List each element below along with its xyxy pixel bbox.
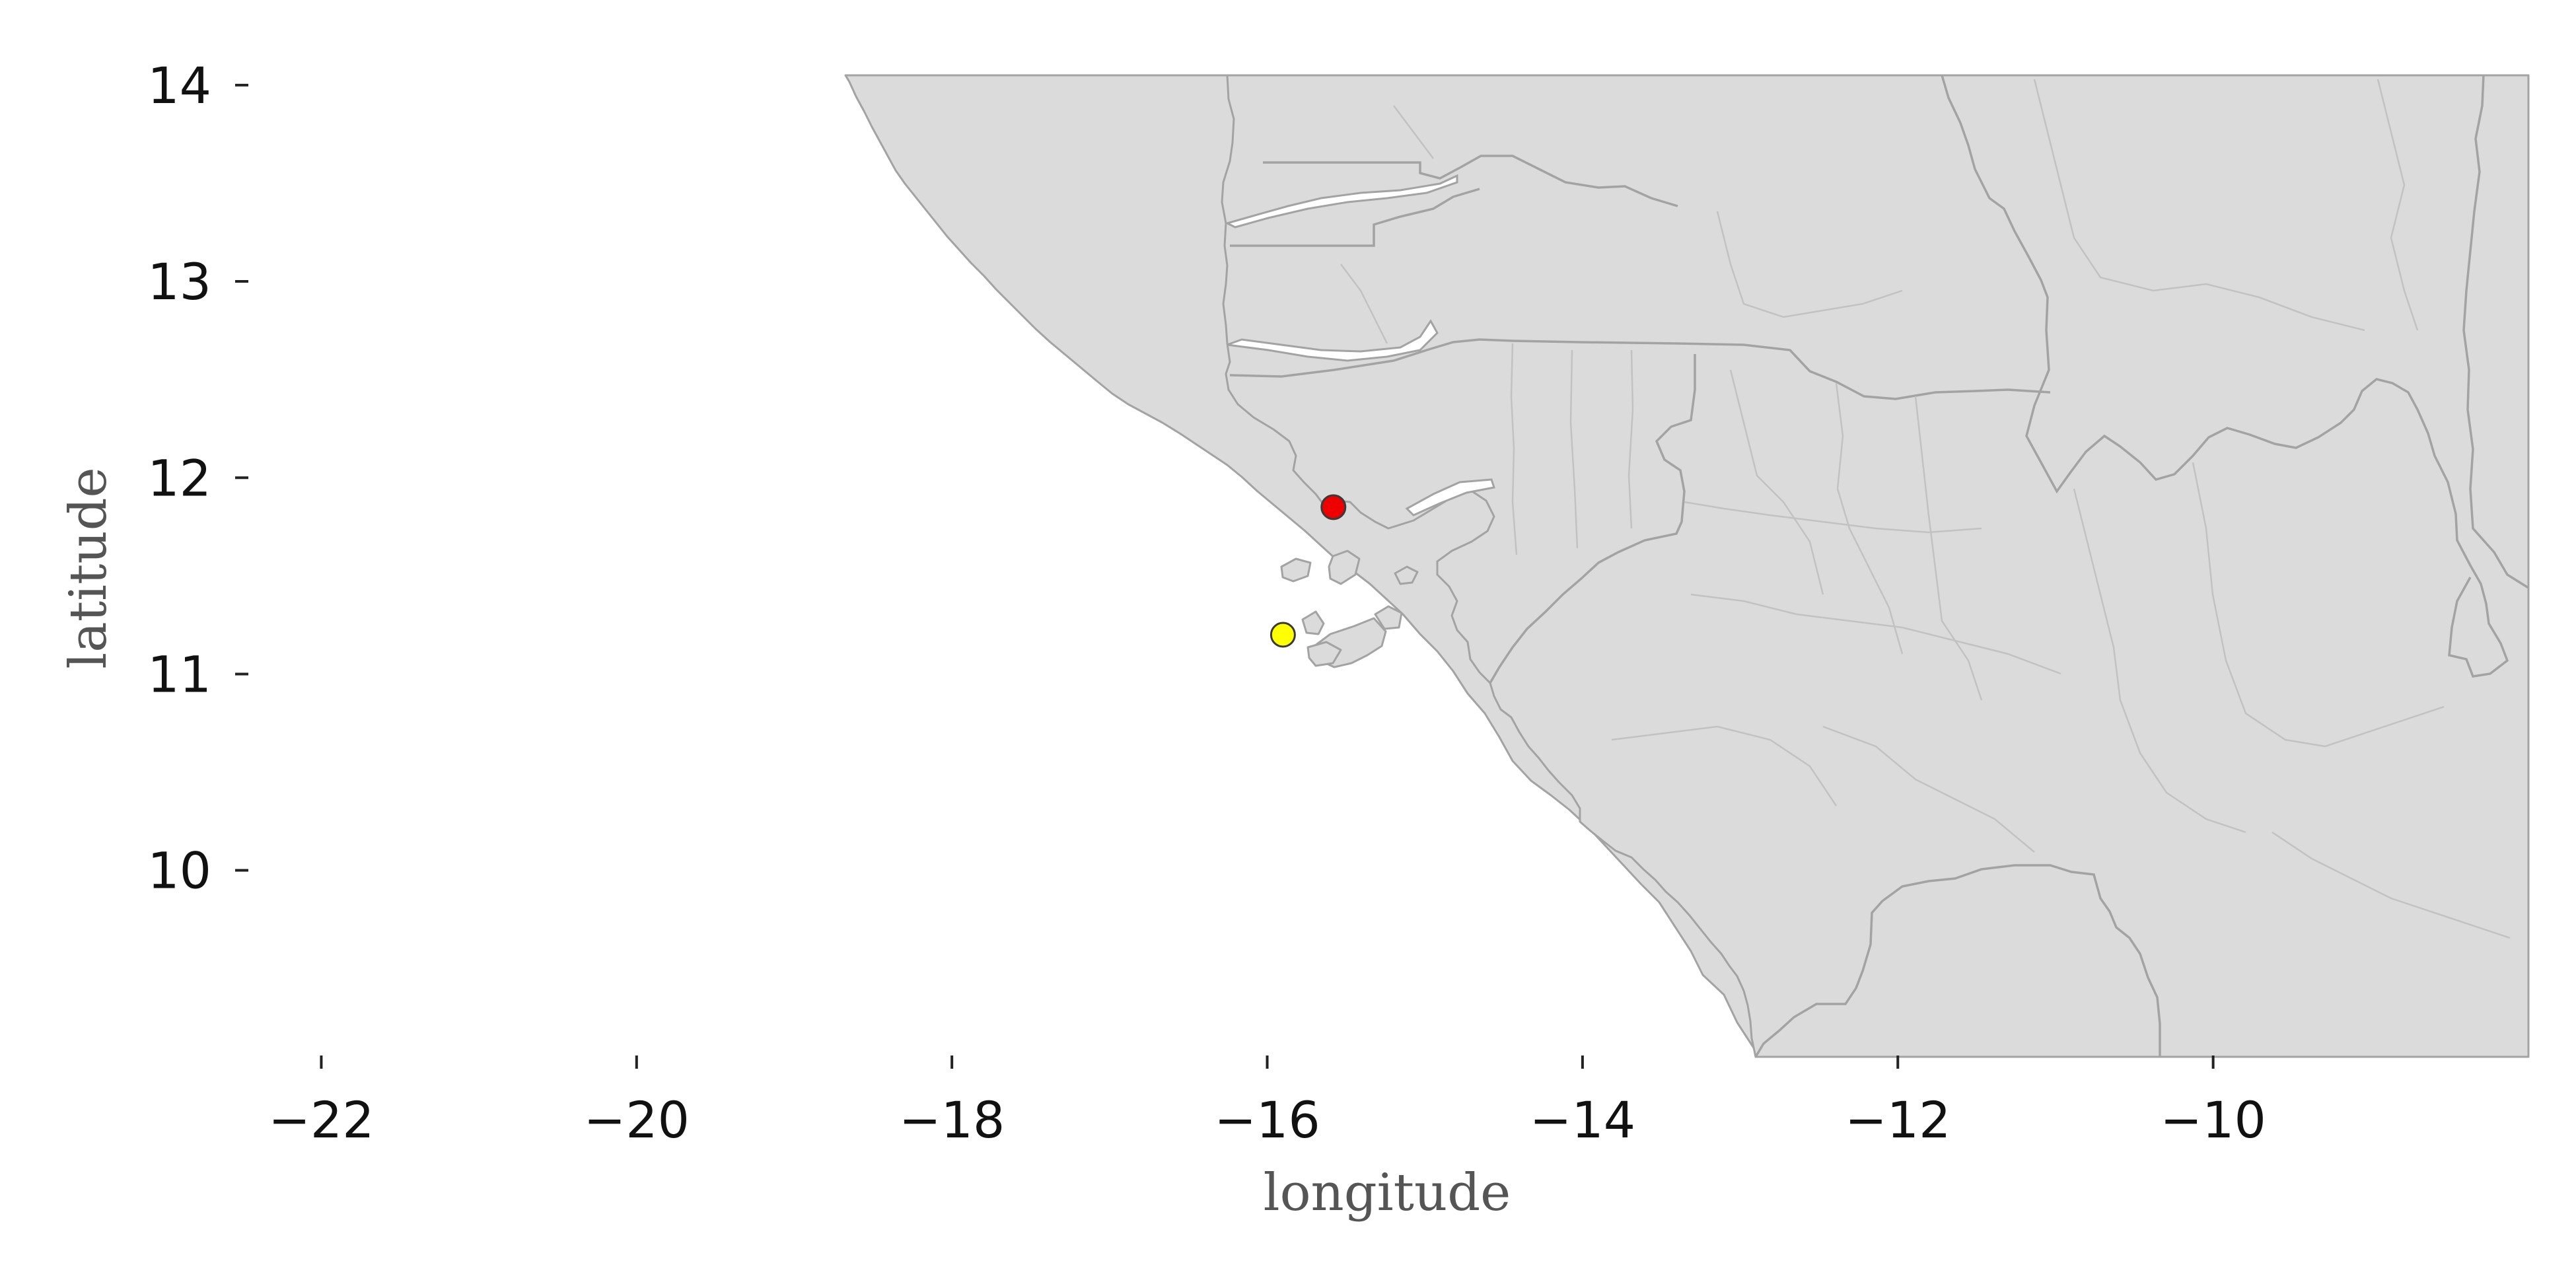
y-axis: 10 11 12 13 14 (147, 56, 248, 900)
internal-boundary-17 (1340, 264, 1388, 344)
gambia-south-border (1230, 188, 1480, 247)
points-layer (1270, 494, 1347, 648)
internal-boundary-7 (1914, 396, 1983, 701)
land-layer (844, 74, 2530, 1058)
map-point-marker-2[interactable] (1270, 622, 1296, 648)
x-tick-label: −20 (584, 1091, 690, 1149)
casamance-river (1227, 319, 1439, 362)
guinea-mali-border (1941, 75, 2509, 678)
y-tick-label: 14 (147, 56, 211, 115)
internal-boundary-2 (1569, 349, 1579, 549)
island-2 (1328, 550, 1361, 585)
y-axis-title: latitude (59, 467, 118, 668)
x-axis-title: longitude (1264, 1163, 1511, 1223)
island-3 (1301, 610, 1325, 635)
internal-boundary-18 (1393, 105, 1434, 159)
x-tick-label: −12 (1845, 1091, 1950, 1149)
geba-river (1405, 478, 1495, 517)
senegal-gb-border (1229, 338, 2051, 400)
x-tick-label: −22 (268, 1091, 374, 1149)
internal-boundary-15 (2033, 79, 2365, 332)
island-6 (1394, 565, 1419, 585)
x-axis: −22 −20 −18 −16 −14 −12 −10 (268, 1055, 2266, 1149)
x-tick-label: −14 (1530, 1091, 1635, 1149)
island-7 (1306, 641, 1342, 667)
x-tick-label: −16 (1214, 1091, 1320, 1149)
internal-boundary-5 (1729, 369, 1824, 595)
x-tick-label: −10 (2160, 1091, 2266, 1149)
y-tick-label: 11 (147, 645, 211, 703)
internal-boundary-11 (2073, 488, 2246, 834)
sierra-leone-border (1754, 864, 2161, 1057)
internal-boundary-3 (1628, 349, 1634, 529)
internal-boundary-12 (2192, 462, 2445, 748)
internal-boundary-1 (1510, 343, 1518, 555)
borders-layer (1229, 75, 2529, 1057)
internal-boundary-4 (1684, 501, 1982, 534)
island-1 (1280, 557, 1312, 583)
internal-boundary-9 (1611, 725, 1838, 806)
gambia-river (1224, 174, 1458, 229)
gb-guinea-border (1489, 354, 1696, 684)
island-5 (1374, 605, 1403, 630)
map-point-marker-1[interactable] (1320, 494, 1347, 520)
mali-east-border (2462, 75, 2529, 589)
y-tick-label: 13 (147, 252, 211, 311)
internal-boundary-16 (2377, 79, 2419, 331)
y-tick-label: 12 (147, 448, 211, 507)
internal-boundary-13 (2272, 831, 2511, 939)
internal-boundary-6 (1835, 382, 1904, 655)
x-tick-label: −18 (899, 1091, 1005, 1149)
internal-boundary-10 (1822, 725, 2035, 853)
coast-land (1221, 74, 2530, 1058)
internal-boundary-8 (1690, 593, 2061, 675)
gambia-north-border (1263, 155, 1678, 207)
internal-boundary-14 (1716, 211, 1903, 318)
y-tick-label: 10 (147, 841, 211, 900)
